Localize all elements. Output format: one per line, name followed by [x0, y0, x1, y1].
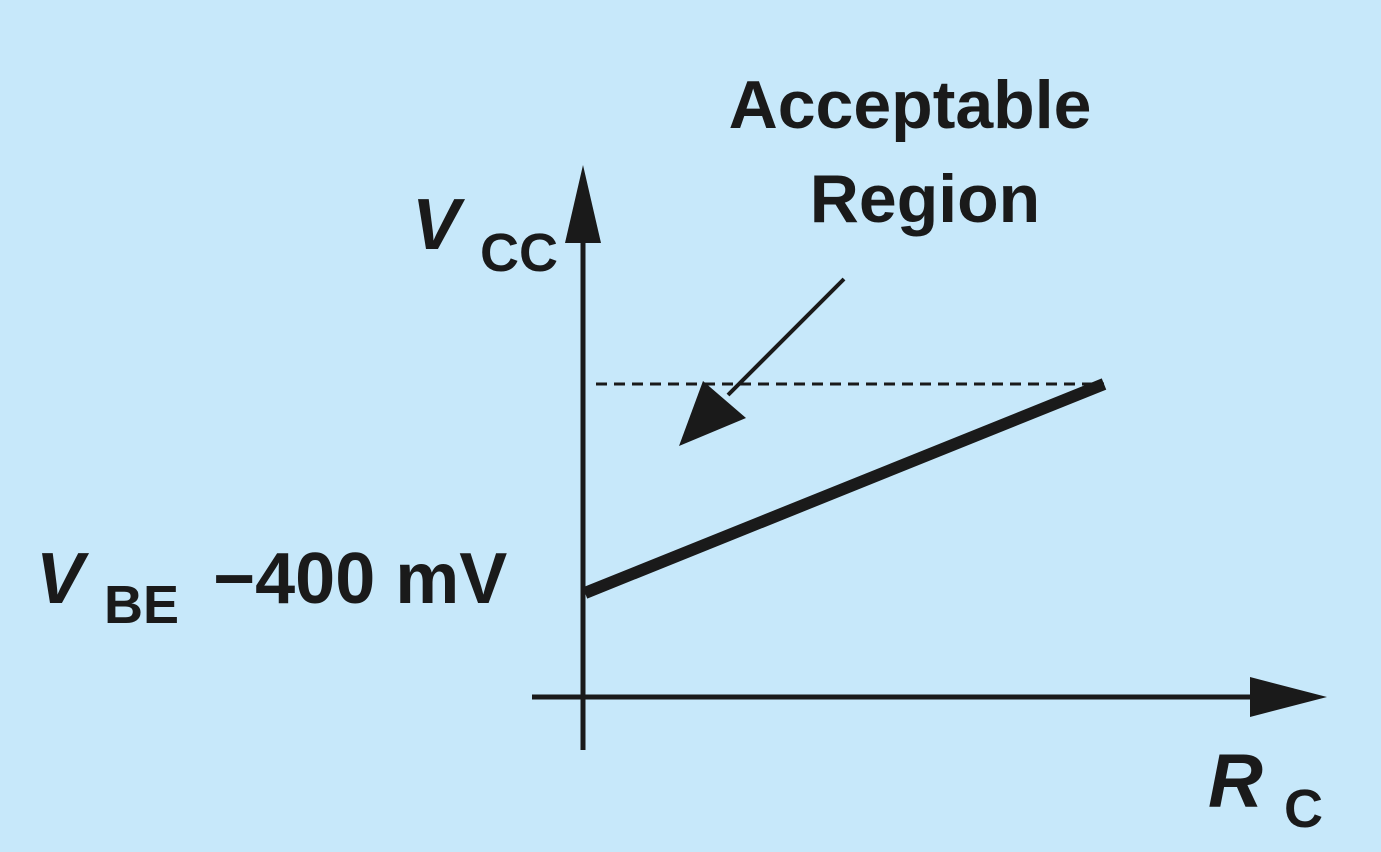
intercept-label: V BE −400 mV	[36, 539, 507, 639]
intercept-label-sub: BE	[104, 575, 179, 635]
region-label-line1: Acceptable	[729, 67, 1092, 143]
y-axis-label-main: V	[412, 185, 466, 265]
y-axis-label-sub: CC	[480, 223, 558, 283]
pointer-arrow-shaft	[726, 277, 846, 397]
pointer-arrowhead	[679, 381, 746, 446]
boundary-line	[582, 378, 1107, 599]
y-axis-label: V CC	[412, 185, 558, 283]
x-axis-arrowhead	[1250, 677, 1327, 717]
x-axis-label-sub: C	[1284, 779, 1323, 839]
x-axis-label-main: R	[1208, 739, 1263, 824]
intercept-label-rest: −400 mV	[213, 539, 507, 619]
x-axis-label: R C	[1208, 739, 1323, 839]
intercept-label-main: V	[36, 539, 90, 619]
y-axis-arrowhead	[565, 165, 601, 243]
region-label-line2: Region	[810, 161, 1040, 237]
